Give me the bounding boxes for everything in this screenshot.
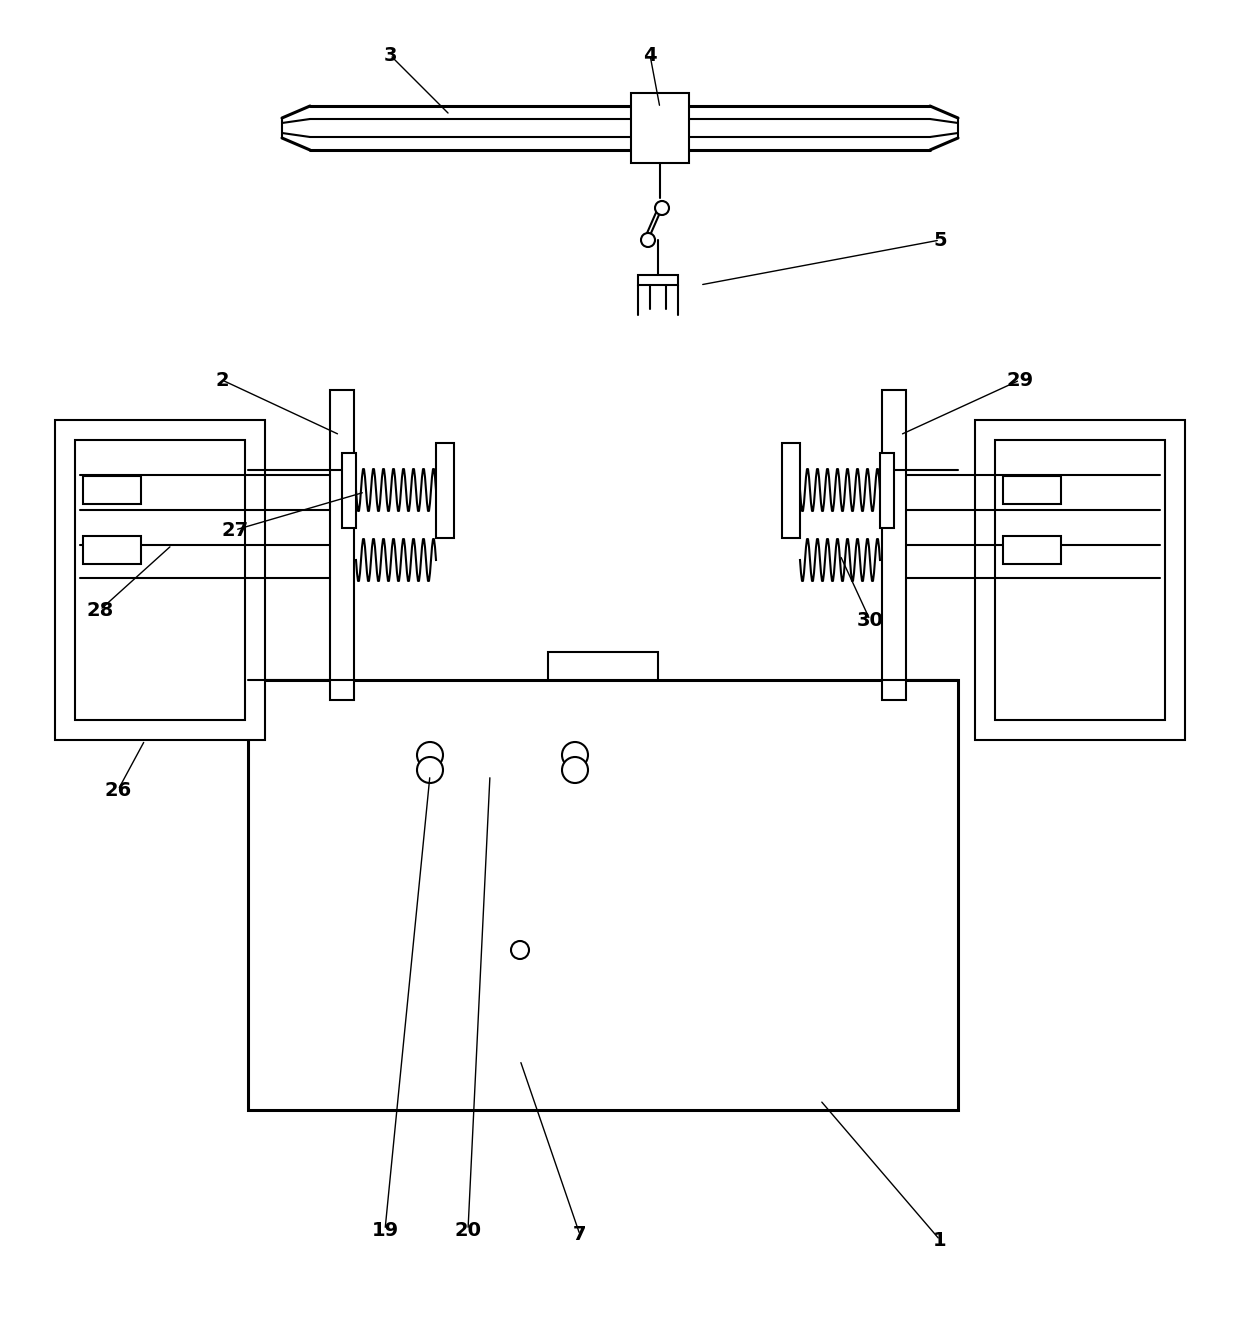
Bar	[631, 93, 689, 163]
Text: 29: 29	[1007, 371, 1034, 389]
Bar	[83, 536, 141, 564]
Circle shape	[562, 741, 588, 768]
Bar	[975, 420, 1185, 740]
Circle shape	[511, 941, 529, 959]
Circle shape	[562, 757, 588, 782]
Text: 2: 2	[216, 371, 229, 389]
Text: 5: 5	[934, 230, 947, 249]
Text: 20: 20	[455, 1221, 481, 1239]
Text: 26: 26	[104, 781, 131, 800]
Circle shape	[641, 233, 655, 248]
Bar	[882, 391, 906, 700]
Bar	[639, 275, 678, 285]
Bar	[83, 477, 141, 504]
Bar	[74, 440, 246, 720]
Text: 7: 7	[573, 1226, 587, 1245]
Text: 4: 4	[644, 45, 657, 65]
Bar	[1003, 477, 1061, 504]
Bar	[436, 444, 454, 538]
Bar	[342, 453, 356, 528]
Bar	[330, 391, 353, 700]
Bar	[880, 453, 894, 528]
Text: 30: 30	[857, 610, 883, 629]
Bar	[55, 420, 265, 740]
Text: 19: 19	[372, 1221, 398, 1239]
Bar	[994, 440, 1166, 720]
Text: 27: 27	[222, 520, 248, 539]
Bar	[548, 651, 658, 681]
Circle shape	[655, 201, 670, 214]
Circle shape	[417, 757, 443, 782]
Bar	[782, 444, 800, 538]
Circle shape	[417, 741, 443, 768]
Text: 3: 3	[383, 45, 397, 65]
Bar	[1003, 536, 1061, 564]
Text: 28: 28	[87, 601, 114, 620]
Text: 1: 1	[934, 1230, 947, 1250]
Bar	[248, 681, 959, 1110]
